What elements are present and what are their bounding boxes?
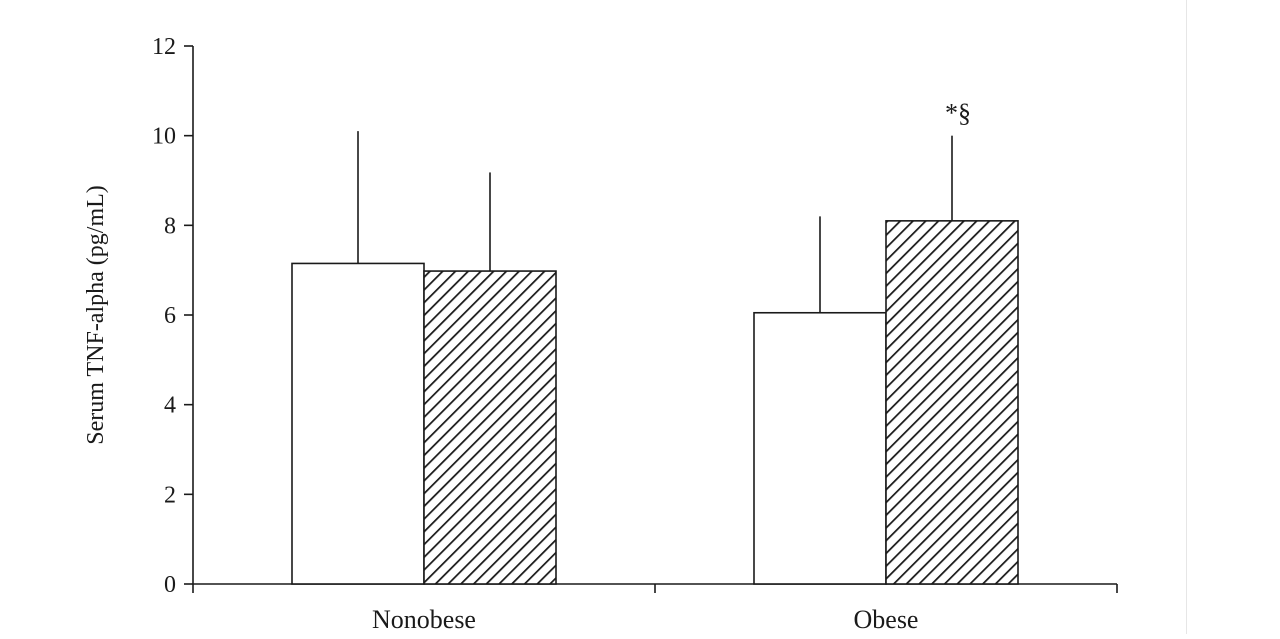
divider xyxy=(1186,0,1187,634)
x-category-label: Obese xyxy=(854,605,919,634)
significance-annotation: *§ xyxy=(945,99,971,128)
y-tick-label: 0 xyxy=(164,572,176,598)
y-axis-title: Serum TNF-alpha (pg/mL) xyxy=(83,185,109,445)
chart-marks: 0 2 4 6 8 10 12 Nonobese Obese *§ xyxy=(152,34,1118,634)
y-tick-label: 10 xyxy=(152,124,176,150)
y-tick-label: 6 xyxy=(164,303,176,329)
y-tick-label: 8 xyxy=(164,213,176,239)
bar xyxy=(885,220,1019,585)
y-tick-label: 4 xyxy=(164,393,176,419)
x-category-label: Nonobese xyxy=(372,605,476,634)
bar xyxy=(291,262,425,585)
y-tick-label: 2 xyxy=(164,482,176,508)
bar xyxy=(753,311,887,585)
y-tick-label: 12 xyxy=(152,34,176,60)
bar xyxy=(423,270,557,585)
